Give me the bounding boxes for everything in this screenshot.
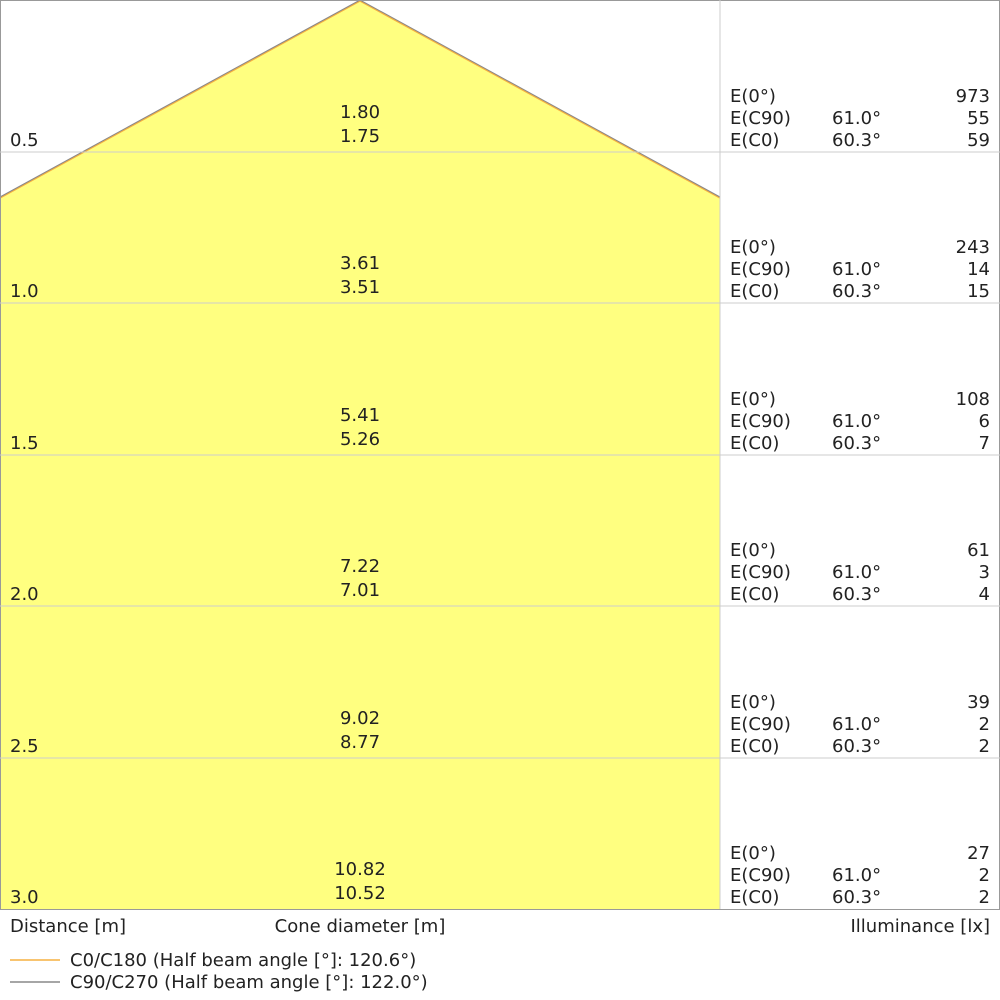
ec0-angle: 60.3° — [832, 281, 881, 302]
ec90-label: E(C90) — [730, 562, 791, 583]
e0-label: E(0°) — [730, 389, 776, 410]
ec90-value: 2 — [979, 865, 990, 886]
cone-edge-c90 — [0, 0, 721, 198]
ec0-label: E(C0) — [730, 736, 779, 757]
ec90-angle: 61.0° — [832, 562, 881, 583]
ec0-value: 7 — [979, 433, 990, 454]
ec90-label: E(C90) — [730, 259, 791, 280]
e0-label: E(0°) — [730, 237, 776, 258]
e0-label: E(0°) — [730, 540, 776, 561]
distance-label: 3.0 — [10, 887, 39, 908]
ec0-value: 4 — [979, 584, 990, 605]
ec0-value: 2 — [979, 887, 990, 908]
ec0-value: 2 — [979, 736, 990, 757]
diameter-c0-label: 8.77 — [340, 732, 380, 753]
e0-value: 108 — [956, 389, 990, 410]
illuminance-label: Illuminance [lx] — [851, 916, 991, 937]
diameter-c90-label: 1.80 — [340, 102, 380, 123]
distance-label: 1.5 — [10, 433, 39, 454]
distance-label: 1.0 — [10, 281, 39, 302]
diameter-c90-label: 7.22 — [340, 556, 380, 577]
ec90-angle: 61.0° — [832, 259, 881, 280]
e0-value: 61 — [967, 540, 990, 561]
ec0-label: E(C0) — [730, 281, 779, 302]
ec0-label: E(C0) — [730, 584, 779, 605]
distance-label: 0.5 — [10, 130, 39, 151]
ec90-label: E(C90) — [730, 411, 791, 432]
ec0-angle: 60.3° — [832, 736, 881, 757]
distance-label: 2.5 — [10, 736, 39, 757]
e0-value: 27 — [967, 843, 990, 864]
diameter-c0-label: 10.52 — [334, 883, 386, 904]
ec0-value: 15 — [967, 281, 990, 302]
diameter-c0-label: 5.26 — [340, 429, 380, 450]
e0-label: E(0°) — [730, 692, 776, 713]
diameter-c90-label: 3.61 — [340, 253, 380, 274]
ec0-label: E(C0) — [730, 130, 779, 151]
e0-value: 243 — [956, 237, 990, 258]
x-axis-label: Distance [m] — [10, 916, 126, 937]
ec0-label: E(C0) — [730, 433, 779, 454]
ec90-value: 6 — [979, 411, 990, 432]
legend-label: C0/C180 (Half beam angle [°]: 120.6°) — [70, 950, 416, 971]
ec90-value: 14 — [967, 259, 990, 280]
ec90-label: E(C90) — [730, 714, 791, 735]
ec90-angle: 61.0° — [832, 865, 881, 886]
e0-value: 39 — [967, 692, 990, 713]
ec90-value: 55 — [967, 108, 990, 129]
ec90-value: 2 — [979, 714, 990, 735]
diameter-c90-label: 9.02 — [340, 708, 380, 729]
diameter-c0-label: 7.01 — [340, 580, 380, 601]
ec90-label: E(C90) — [730, 865, 791, 886]
diameter-c90-label: 10.82 — [334, 859, 386, 880]
cone-diameter-label: Cone diameter [m] — [275, 916, 446, 937]
ec0-angle: 60.3° — [832, 130, 881, 151]
distance-label: 2.0 — [10, 584, 39, 605]
ec0-value: 59 — [967, 130, 990, 151]
diameter-c0-label: 1.75 — [340, 126, 380, 147]
legend-label: C90/C270 (Half beam angle [°]: 122.0°) — [70, 972, 428, 993]
diameter-c0-label: 3.51 — [340, 277, 380, 298]
ec90-label: E(C90) — [730, 108, 791, 129]
e0-label: E(0°) — [730, 86, 776, 107]
ec90-value: 3 — [979, 562, 990, 583]
ec0-angle: 60.3° — [832, 584, 881, 605]
ec0-angle: 60.3° — [832, 887, 881, 908]
ec90-angle: 61.0° — [832, 108, 881, 129]
ec90-angle: 61.0° — [832, 411, 881, 432]
e0-label: E(0°) — [730, 843, 776, 864]
ec0-angle: 60.3° — [832, 433, 881, 454]
e0-value: 973 — [956, 86, 990, 107]
ec90-angle: 61.0° — [832, 714, 881, 735]
diameter-c90-label: 5.41 — [340, 405, 380, 426]
ec0-label: E(C0) — [730, 887, 779, 908]
